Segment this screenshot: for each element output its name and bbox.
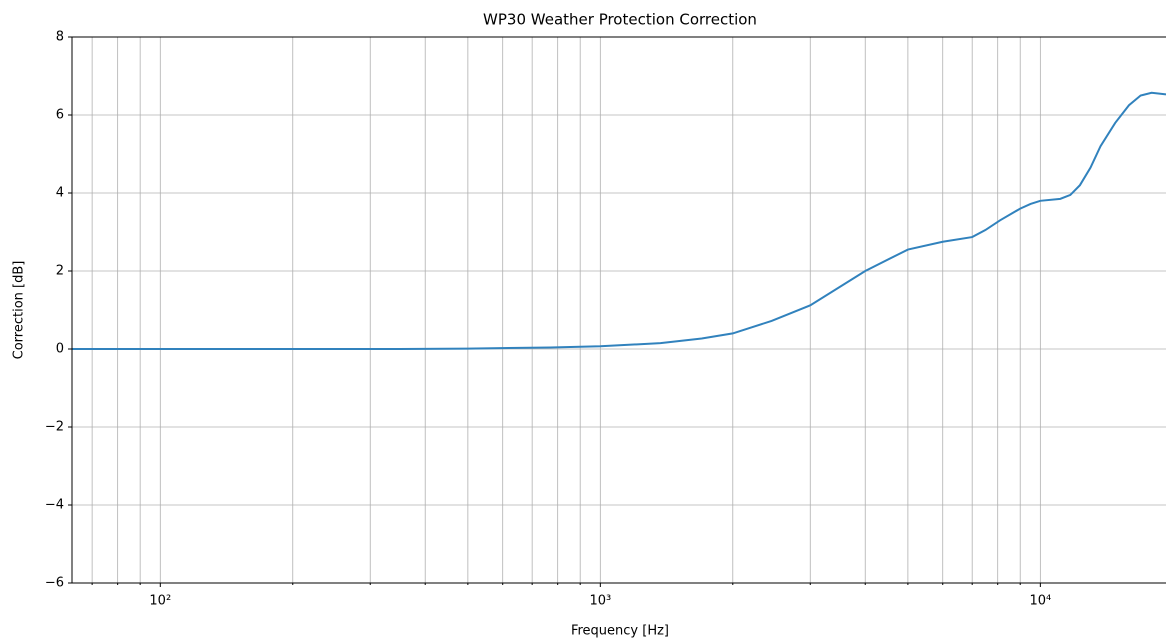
y-tick-label: 8 bbox=[56, 30, 64, 45]
y-tick-label: 2 bbox=[56, 264, 64, 279]
x-axis-label: Frequency [Hz] bbox=[571, 624, 669, 639]
y-tick-label: 6 bbox=[56, 108, 64, 123]
x-tick-label: 10² bbox=[149, 594, 171, 609]
y-tick-label: −2 bbox=[45, 420, 64, 435]
y-tick-label: −6 bbox=[45, 576, 64, 591]
data-line bbox=[72, 91, 1166, 350]
chart-title: WP30 Weather Protection Correction bbox=[483, 11, 757, 29]
y-tick-label: 4 bbox=[56, 186, 64, 201]
x-tick-label: 10³ bbox=[589, 594, 611, 609]
x-tick-label: 10⁴ bbox=[1029, 594, 1051, 609]
y-axis-label: Correction [dB] bbox=[12, 261, 27, 360]
y-tick-label: −4 bbox=[45, 498, 64, 513]
y-tick-label: 0 bbox=[56, 342, 64, 357]
